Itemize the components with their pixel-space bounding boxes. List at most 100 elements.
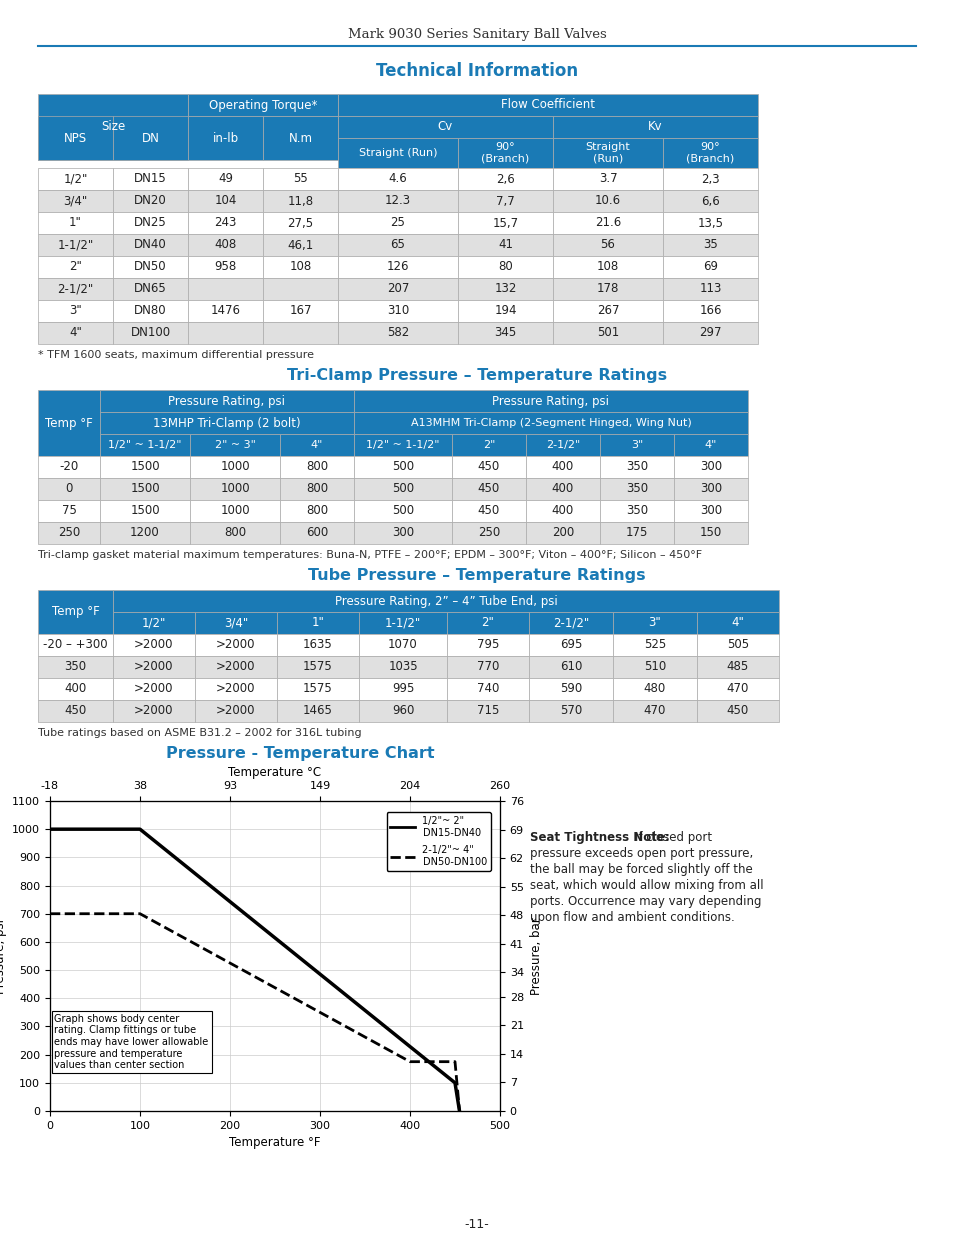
Bar [188,190,263,212]
Text: -20: -20 [59,461,78,473]
Bar [525,478,599,500]
Bar [337,233,457,256]
Text: 13,5: 13,5 [697,216,722,230]
Bar [112,116,188,161]
Text: Pressure - Temperature Chart: Pressure - Temperature Chart [166,746,434,761]
Y-axis label: Pressure, psi: Pressure, psi [0,919,7,993]
Text: 108: 108 [289,261,312,273]
Text: 1635: 1635 [303,638,333,652]
Bar [358,678,447,700]
Text: 49: 49 [218,173,233,185]
Text: >2000: >2000 [216,704,255,718]
Text: 500: 500 [392,483,414,495]
Bar [276,700,358,722]
Bar [194,700,276,722]
Text: 1000: 1000 [220,461,250,473]
Text: 250: 250 [58,526,80,540]
Text: 69: 69 [702,261,718,273]
Text: 3": 3" [648,616,660,630]
Bar [194,634,276,656]
Bar [263,190,337,212]
Bar [447,678,529,700]
X-axis label: Temperature °F: Temperature °F [229,1136,320,1150]
Bar [354,412,747,433]
Text: 55: 55 [293,173,308,185]
Bar [190,522,280,543]
Bar [188,212,263,233]
Bar [100,500,190,522]
Bar [358,700,447,722]
Bar [673,456,747,478]
Text: 297: 297 [699,326,721,340]
Bar [100,433,190,456]
Text: upon flow and ambient conditions.: upon flow and ambient conditions. [530,911,734,924]
Bar [697,678,779,700]
Bar [354,433,452,456]
Text: 2": 2" [69,261,82,273]
Text: 1500: 1500 [130,461,160,473]
Bar [263,116,337,161]
Bar [38,94,188,161]
Text: 113: 113 [699,283,720,295]
Text: 175: 175 [625,526,647,540]
Bar [553,233,662,256]
Text: 65: 65 [390,238,405,252]
Bar [553,138,662,168]
Bar [38,522,100,543]
Bar [337,94,758,116]
Text: 600: 600 [306,526,328,540]
Y-axis label: Pressure, bar: Pressure, bar [529,918,542,995]
Bar [553,322,662,345]
Bar [276,613,358,634]
Text: Size: Size [101,121,125,133]
Bar [553,116,758,138]
Text: 470: 470 [643,704,665,718]
Text: Kv: Kv [647,121,662,133]
Bar [452,478,525,500]
Bar [112,656,194,678]
Text: seat, which would allow mixing from all: seat, which would allow mixing from all [530,879,762,892]
Text: 300: 300 [392,526,414,540]
Bar [112,190,188,212]
Bar [457,190,553,212]
Text: 590: 590 [559,683,581,695]
Text: * TFM 1600 seats, maximum differential pressure: * TFM 1600 seats, maximum differential p… [38,350,314,359]
Text: 46,1: 46,1 [287,238,314,252]
Bar [337,212,457,233]
Bar [697,634,779,656]
Bar [599,500,673,522]
Bar [112,634,194,656]
Bar [613,678,697,700]
Bar [662,322,758,345]
Bar [553,190,662,212]
Bar [38,168,112,190]
Text: 12.3: 12.3 [384,194,411,207]
Text: 1500: 1500 [130,483,160,495]
Text: 350: 350 [625,483,647,495]
Text: 310: 310 [387,305,409,317]
Text: 345: 345 [494,326,517,340]
Text: 27,5: 27,5 [287,216,314,230]
Text: 610: 610 [559,661,581,673]
Bar [354,478,452,500]
Text: 2": 2" [482,440,495,450]
Bar [38,678,112,700]
Text: 178: 178 [597,283,618,295]
Bar [188,94,337,116]
Bar [662,168,758,190]
Bar [457,138,553,168]
Text: DN15: DN15 [134,173,167,185]
Text: 350: 350 [625,505,647,517]
Text: 800: 800 [306,505,328,517]
Text: 1575: 1575 [303,661,333,673]
Text: 800: 800 [306,461,328,473]
Bar [38,190,112,212]
Bar [673,500,747,522]
Text: Operating Torque*: Operating Torque* [209,99,316,111]
Bar [188,278,263,300]
Bar [697,613,779,634]
Bar [112,590,779,613]
Text: DN65: DN65 [134,283,167,295]
Text: 1000: 1000 [220,483,250,495]
Bar [337,138,457,168]
